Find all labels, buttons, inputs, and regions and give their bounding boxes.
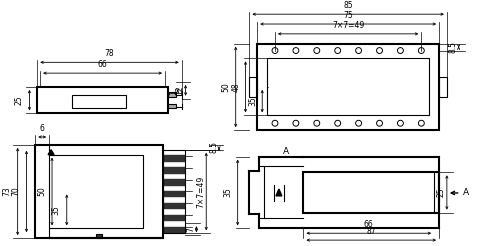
Text: 7×7=49: 7×7=49 [332, 21, 364, 30]
Text: A: A [283, 147, 289, 156]
Text: 12: 12 [176, 86, 185, 95]
Text: 66: 66 [364, 220, 373, 229]
Bar [163, 167, 185, 174]
Polygon shape [276, 189, 282, 196]
Bar [96, 234, 102, 238]
Bar [163, 215, 185, 221]
Text: 35: 35 [52, 205, 61, 215]
Text: 85: 85 [343, 1, 353, 10]
Text: 8.5: 8.5 [449, 41, 457, 53]
Bar [163, 191, 185, 198]
Text: 8.5: 8.5 [209, 141, 218, 153]
Text: 35: 35 [224, 188, 233, 197]
Bar [49, 155, 144, 228]
Text: 70: 70 [12, 187, 21, 196]
Text: 6: 6 [40, 124, 45, 133]
Text: 35: 35 [248, 96, 257, 106]
Text: A: A [463, 188, 468, 198]
Text: 1: 1 [169, 90, 178, 95]
Bar [36, 145, 163, 238]
Text: 7: 7 [186, 227, 195, 232]
Bar [168, 104, 176, 108]
Text: 78: 78 [105, 49, 114, 58]
Bar [303, 172, 439, 213]
Bar [163, 155, 185, 162]
Text: 87: 87 [366, 227, 376, 236]
Bar [168, 92, 176, 97]
Bar [439, 77, 447, 97]
Text: 66: 66 [98, 60, 108, 69]
Bar [37, 87, 168, 113]
Text: 25: 25 [14, 95, 24, 105]
Bar [163, 150, 185, 233]
Text: 48: 48 [232, 82, 240, 92]
Bar [163, 179, 185, 185]
Bar [250, 77, 257, 97]
Bar [163, 203, 185, 209]
Text: 25: 25 [437, 188, 446, 197]
Text: 50: 50 [222, 82, 231, 92]
Polygon shape [48, 150, 54, 155]
Bar [72, 95, 126, 108]
Text: 73: 73 [3, 187, 12, 196]
Text: 7×7=49: 7×7=49 [196, 175, 205, 208]
Text: 50: 50 [37, 187, 46, 196]
Bar [257, 44, 439, 130]
Bar [163, 227, 185, 233]
Text: 75: 75 [343, 11, 353, 20]
Bar [267, 58, 429, 115]
